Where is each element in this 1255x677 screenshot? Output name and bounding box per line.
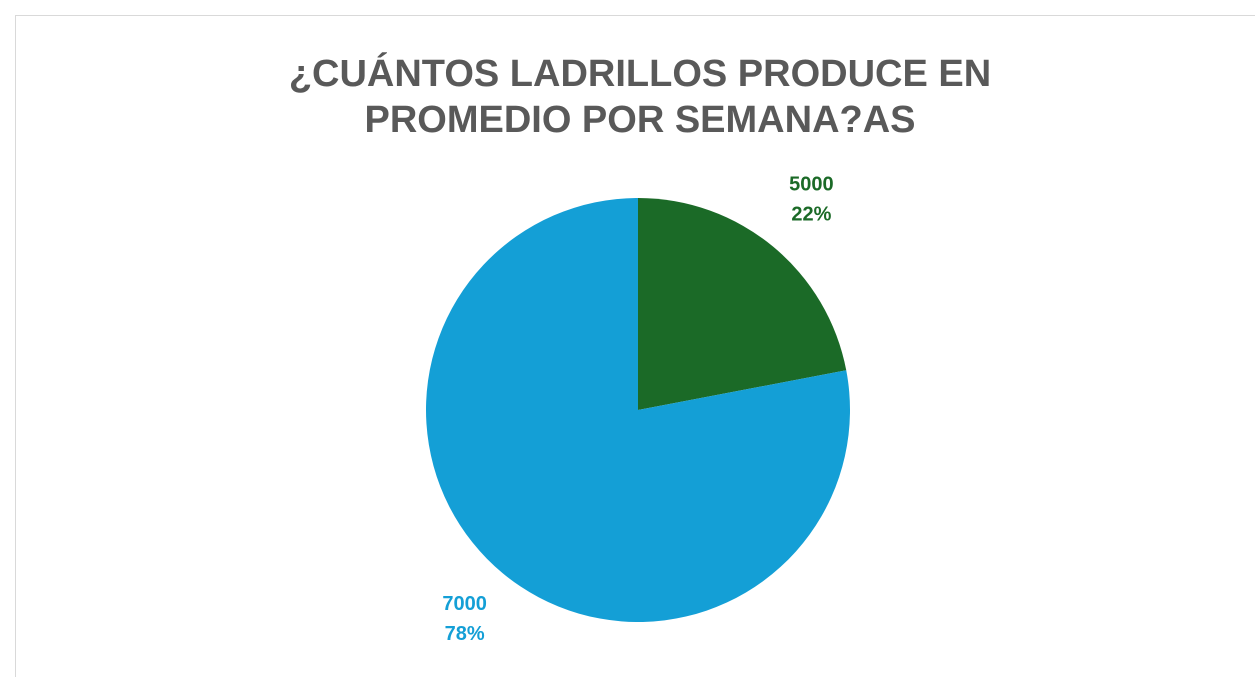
pie-slice bbox=[638, 198, 847, 410]
category-label: 5000 bbox=[789, 174, 834, 196]
chart-title: PROMEDIO POR SEMANA?AS bbox=[364, 99, 915, 141]
chart-title: ¿CUÁNTOS LADRILLOS PRODUCE EN bbox=[289, 51, 991, 95]
value-label: 78% bbox=[445, 623, 485, 645]
category-label: 7000 bbox=[442, 593, 487, 615]
pie-slice bbox=[425, 198, 850, 622]
value-label: 22% bbox=[791, 204, 831, 226]
